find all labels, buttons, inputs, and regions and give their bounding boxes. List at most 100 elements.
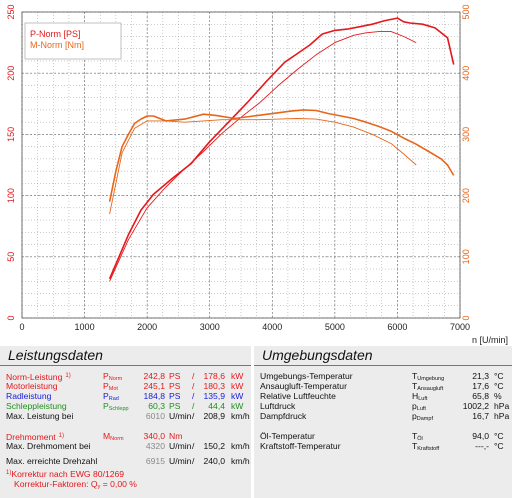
x-tick-label: 7000 (450, 322, 470, 332)
row-label-text: Max. Drehmoment bei (6, 441, 91, 451)
row-unit-1: U/min (169, 411, 192, 421)
leistung-row: Max. Drehmoment bei 4320 U/min/ 150,2 km/h (0, 441, 251, 451)
legend-box (24, 22, 122, 60)
row-value-1: 60,3 (148, 401, 165, 411)
row-symbol-letter: T (412, 381, 418, 391)
row-value: ---,- (475, 441, 489, 451)
row-unit-2: km/h (231, 411, 250, 421)
row-separator: / (192, 381, 195, 391)
row-symbol-letter: P (103, 391, 109, 401)
row-label-text: Norm-Leistung (6, 372, 63, 382)
row-unit-1: Nm (169, 431, 183, 441)
row-symbol: pLuft (412, 401, 426, 414)
row-value: 1002,2 (462, 401, 489, 411)
row-separator: / (192, 441, 195, 451)
footnote-correction: 1)Korrektur nach EWG 80/1269 (6, 469, 124, 479)
row-label: Max. Drehmoment bei (6, 441, 91, 451)
row-symbol-sub: Dampf (416, 416, 433, 422)
leistung-row: Norm-Leistung 1) PNorm 242,8 PS / 178,6 kW (0, 371, 251, 382)
series-line-0 (108, 17, 455, 280)
x-tick-label: 3000 (200, 322, 220, 332)
row-value-2: 44,4 (208, 401, 225, 411)
row-label: Max. erreichte Drehzahl (6, 456, 97, 466)
row-label: Umgebungs-Temperatur (260, 371, 353, 381)
leistung-row: Max. erreichte Drehzahl 6915 U/min/ 240,0 km… (0, 456, 251, 466)
leistung-row: Motorleistung PMot 245,1 PS / 180,3 kW (0, 381, 251, 394)
row-label: Radleistung (6, 391, 51, 401)
data-panels: Leistungsdaten Norm-Leistung 1) PNorm 242,8… (0, 346, 512, 498)
umgebung-row: Relative Luftfeuchte HLuft 65,8% (254, 391, 512, 404)
row-unit-1: U/min (169, 441, 192, 451)
leistung-row: Schleppleistung PSchlepp 60,3 PS / 44,4 kW (0, 401, 251, 414)
row-unit: hPa (494, 411, 510, 421)
series-line-2 (108, 109, 455, 202)
row-symbol-letter: T (412, 431, 418, 441)
row-symbol-letter: H (412, 391, 419, 401)
umgebung-row: Dampfdruck pDampf 16,7 hPa (254, 411, 512, 422)
row-unit-1: PS (169, 401, 181, 411)
row-unit-1: PS (169, 391, 181, 401)
row-symbol: PMot (103, 381, 118, 394)
row-separator: / (192, 391, 195, 401)
series-line-1 (109, 31, 417, 282)
y-left-tick-label: 0 (6, 315, 16, 320)
row-unit-2: kW (231, 391, 244, 401)
row-unit-2: km/h (231, 456, 250, 466)
row-label: Ansaugluft-Temperatur (260, 381, 347, 391)
footnote-factors: Korrektur-Faktoren: Qy = 0,00 % (14, 479, 137, 490)
row-symbol: PSchlepp (103, 401, 129, 414)
row-value: 65,8 (472, 391, 489, 401)
row-symbol-letter: p (412, 401, 417, 411)
row-value-2: 208,9 (203, 411, 225, 421)
row-value-2: 135,9 (203, 391, 225, 401)
row-note: 1) (58, 433, 65, 439)
row-label-text: Motorleistung (6, 381, 58, 391)
y-left-tick-label: 250 (6, 4, 16, 19)
row-separator: / (192, 371, 195, 381)
row-symbol-sub: Mot (108, 386, 118, 392)
row-symbol-sub: Luft (416, 406, 426, 412)
umgebung-row: Ansaugluft-Temperatur TAnsaugluft 17,6 °C (254, 381, 512, 392)
row-value-1: 184,8 (143, 391, 165, 401)
row-value-2: 178,6 (203, 371, 225, 381)
x-tick-label: 2000 (137, 322, 157, 332)
row-unit: hPa (494, 401, 510, 411)
leistung-row: Drehmoment 1) MNorm 340,0 Nm (0, 431, 251, 442)
series-line-3 (109, 118, 417, 215)
x-tick-label: 6000 (387, 322, 407, 332)
row-label-text: Max. erreichte Drehzahl (6, 456, 98, 466)
x-axis-label: n [U/min] (472, 335, 508, 345)
x-tick-label: 0 (19, 322, 24, 332)
row-label: Relative Luftfeuchte (260, 391, 336, 401)
row-label: Norm-Leistung 1) (6, 371, 71, 382)
row-value-1: 340,0 (143, 431, 165, 441)
row-symbol-sub: Schlepp (108, 406, 129, 412)
row-value-1: 6915 (145, 456, 165, 466)
y-right-tick-label: 500 (461, 4, 471, 19)
row-label: Schleppleistung (6, 401, 67, 411)
row-unit-1: PS (169, 371, 181, 381)
umgebung-row: Umgebungs-Temperatur TUmgebung 21,3 °C (254, 371, 512, 382)
y-left-tick-label: 200 (6, 66, 16, 81)
umgebungsdaten-title: Umgebungsdaten (254, 346, 512, 366)
row-value-1: 4320 (145, 441, 165, 451)
row-label-text: Max. Leistung bei (6, 411, 74, 421)
row-symbol: HLuft (412, 391, 427, 404)
row-symbol-letter: P (103, 401, 109, 411)
y-left-tick-label: 150 (6, 127, 16, 142)
row-label-text: Drehmoment (6, 432, 56, 442)
row-symbol-letter: T (412, 371, 418, 381)
y-left-tick-label: 50 (6, 252, 16, 262)
row-symbol: PRad (103, 391, 119, 404)
row-value-2: 150,2 (203, 441, 225, 451)
row-unit-1: U/min (169, 456, 192, 466)
row-value: 16,7 (472, 411, 489, 421)
umgebung-row: Kraftstoff-Temperatur TKraftstoff ---,- °C (254, 441, 512, 452)
row-value: 17,6 (472, 381, 489, 391)
row-symbol: TÖl (412, 431, 423, 444)
row-symbol-sub: Umgebung (417, 376, 445, 382)
row-label: Öl-Temperatur (260, 431, 315, 441)
leistungsdaten-panel: Leistungsdaten Norm-Leistung 1) PNorm 242,8… (0, 346, 251, 498)
row-unit-1: PS (169, 381, 181, 391)
row-symbol-sub: Kraftstoff (417, 446, 440, 452)
